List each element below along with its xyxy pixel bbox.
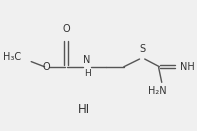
Text: H₃C: H₃C	[3, 52, 21, 62]
Text: S: S	[139, 45, 145, 54]
Text: N: N	[84, 55, 91, 65]
Text: NH: NH	[180, 62, 194, 72]
Text: H₂N: H₂N	[148, 86, 167, 96]
Text: O: O	[62, 24, 70, 34]
Text: H: H	[84, 69, 90, 78]
Text: HI: HI	[78, 103, 90, 116]
Text: O: O	[43, 62, 51, 72]
